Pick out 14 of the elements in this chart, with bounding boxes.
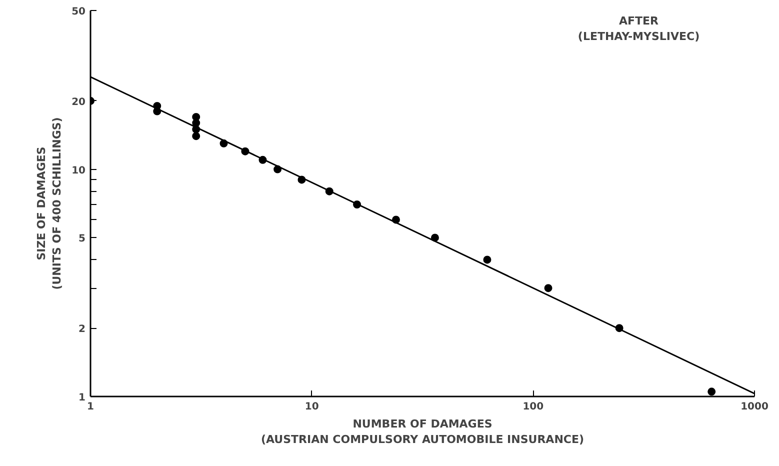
x-tick-label: 1	[87, 402, 94, 412]
x-tick-label: 10	[304, 402, 319, 412]
annotation: AFTER	[619, 14, 660, 28]
y-tick-label: 5	[78, 234, 86, 245]
x-axis-title: NUMBER OF DAMAGES (AUSTRIAN COMPULSORY AUTOMOBILE INSURANCE)	[260, 418, 584, 446]
y-tick-label: 20	[72, 96, 86, 108]
y-tick-label: 1	[78, 392, 86, 404]
y-tick-label: 10	[72, 165, 86, 176]
y-tick-label: 50	[72, 6, 86, 18]
x-tick-label: 1000	[740, 402, 768, 412]
y-axis-title: SIZE OF DAMAGES (UNITS OF 400 SCHILLINGS)	[34, 117, 64, 290]
annotation: (LETHAY-MYSLIVEC)	[578, 30, 700, 44]
y-tick-label: 2	[78, 324, 86, 336]
x-tick-label: 100	[522, 402, 544, 412]
